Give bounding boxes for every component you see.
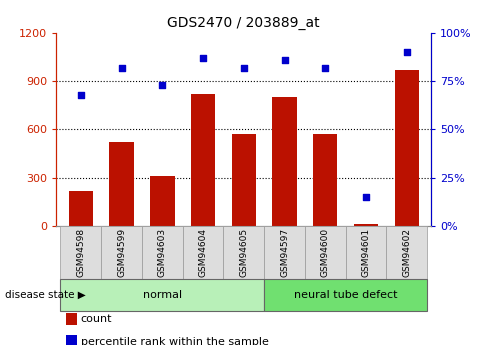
Bar <box>109 142 134 226</box>
Text: count: count <box>81 314 112 324</box>
Point <box>240 65 247 70</box>
Bar <box>354 224 378 226</box>
Point <box>281 57 289 62</box>
Point <box>321 65 329 70</box>
Point <box>199 55 207 61</box>
Point <box>158 82 166 88</box>
Text: normal: normal <box>143 290 182 300</box>
Bar <box>394 70 419 226</box>
Point <box>403 49 411 55</box>
Text: GSM94602: GSM94602 <box>402 228 411 277</box>
Point <box>118 65 125 70</box>
Bar <box>313 134 338 226</box>
Text: neural tube defect: neural tube defect <box>294 290 397 300</box>
Text: disease state ▶: disease state ▶ <box>5 290 86 300</box>
Text: GSM94604: GSM94604 <box>198 228 208 277</box>
Text: GSM94599: GSM94599 <box>117 228 126 277</box>
Text: GSM94603: GSM94603 <box>158 228 167 277</box>
Bar <box>232 134 256 226</box>
Text: percentile rank within the sample: percentile rank within the sample <box>81 337 269 345</box>
Title: GDS2470 / 203889_at: GDS2470 / 203889_at <box>168 16 320 30</box>
Text: GSM94605: GSM94605 <box>239 228 248 277</box>
Text: GSM94601: GSM94601 <box>362 228 370 277</box>
Text: GSM94600: GSM94600 <box>321 228 330 277</box>
Text: GSM94598: GSM94598 <box>76 228 85 277</box>
Bar <box>191 94 215 226</box>
Point <box>362 194 370 200</box>
Text: GSM94597: GSM94597 <box>280 228 289 277</box>
Point <box>77 92 85 97</box>
Bar <box>69 190 93 226</box>
Bar <box>150 176 174 226</box>
Bar <box>272 97 297 226</box>
